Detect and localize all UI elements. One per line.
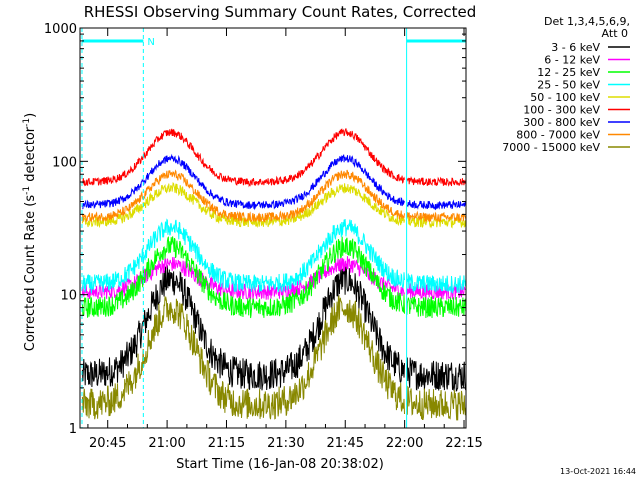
footer-timestamp: 13-Oct-2021 16:44 [560, 467, 636, 476]
series-line-7 [81, 169, 467, 224]
axes-layer: 20:45 21:00 21:15 21:30 21:45 22:00 22:15 1 10 10… [44, 22, 483, 451]
night-bar-label: N [147, 37, 154, 48]
legend-item-label-1: 6 - 12 keV [544, 54, 600, 67]
y-tick-label-1: 10 [60, 289, 77, 304]
legend-item-label-5: 100 - 300 keV [523, 104, 600, 117]
y-tick-label-0: 1 [69, 422, 77, 437]
legend-item-label-0: 3 - 6 keV [551, 41, 600, 54]
series-line-8 [81, 294, 467, 421]
x-tick-label-2: 21:15 [208, 436, 245, 451]
series-line-6 [82, 153, 467, 211]
x-tick-label-1: 21:00 [148, 436, 185, 451]
series-line-3 [81, 218, 467, 294]
series-line-2 [81, 236, 467, 319]
chart-title: RHESSI Observing Summary Count Rates, Co… [84, 3, 477, 21]
legend-item-label-4: 50 - 100 keV [530, 91, 600, 104]
y-tick-label-3: 1000 [44, 22, 77, 37]
series-line-0 [81, 263, 467, 392]
x-tick-label-6: 22:15 [445, 436, 482, 451]
x-tick-label-4: 21:45 [327, 436, 364, 451]
y-tick-label-2: 100 [52, 155, 77, 170]
y-axis-label: Corrected Count Rate (s-1 detector-1) [22, 113, 38, 351]
legend-item-label-2: 12 - 25 keV [537, 66, 600, 79]
x-tick-label-5: 22:00 [386, 436, 423, 451]
legend-item-label-6: 300 - 800 keV [523, 116, 600, 129]
x-axis-label: Start Time (16-Jan-08 20:38:02) [176, 457, 384, 472]
x-tick-label-0: 20:45 [89, 436, 126, 451]
legend-item-label-8: 7000 - 15000 keV [502, 141, 600, 154]
x-tick-label-3: 21:30 [267, 436, 304, 451]
series-line-5 [82, 128, 467, 188]
legend-item-label-3: 25 - 50 keV [537, 79, 600, 92]
legend-item-label-7: 800 - 7000 keV [516, 129, 600, 142]
plot-frame [79, 27, 467, 429]
legend-header-line2: Att 0 [602, 27, 628, 40]
legend-header-line1: Det 1,3,4,5,6,9, [544, 15, 630, 28]
series-layer [81, 128, 467, 421]
